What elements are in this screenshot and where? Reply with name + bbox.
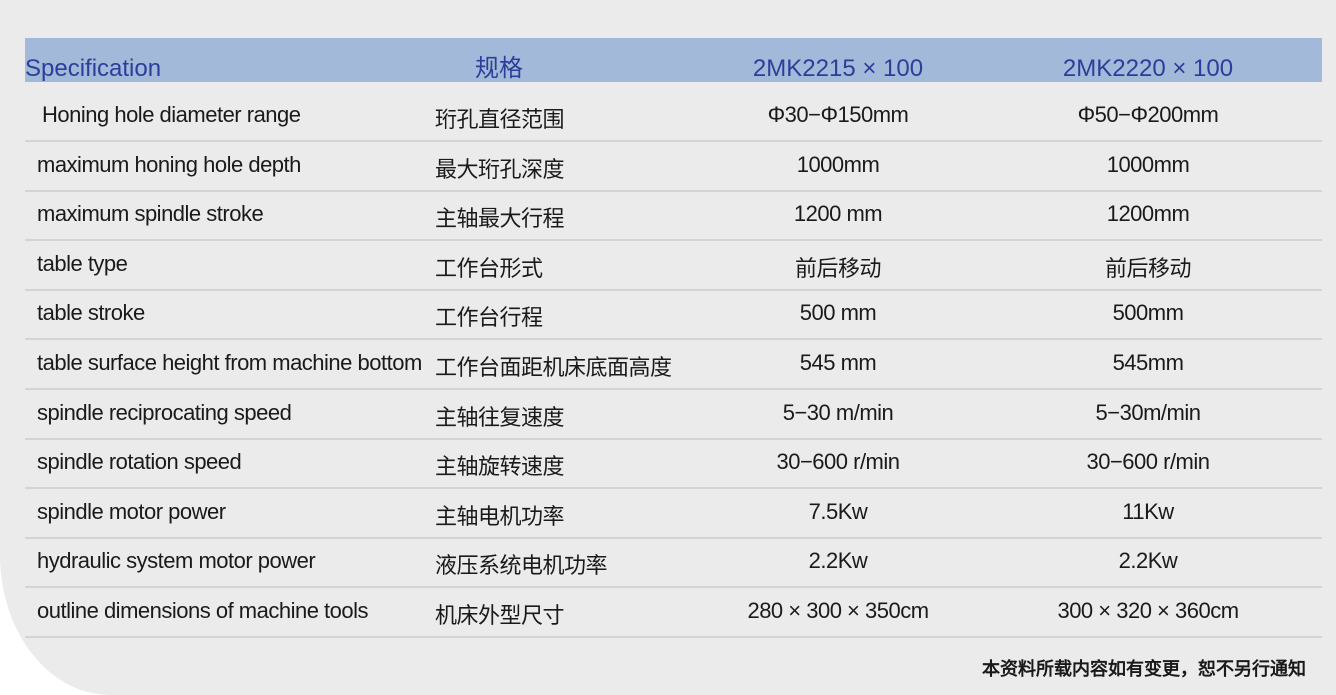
- spec-name-en: Honing hole diameter range: [42, 102, 301, 127]
- spec-name-cn: 液压系统电机功率: [435, 553, 608, 579]
- header-specification-cn: 规格: [475, 55, 523, 82]
- value-model-2: 前后移动: [1104, 255, 1192, 281]
- value-model-2: Φ50−Φ200mm: [1077, 102, 1219, 127]
- spec-name-en: hydraulic system motor power: [37, 548, 316, 574]
- value-model-1: 30−600 r/min: [776, 449, 900, 475]
- spec-name-en: maximum spindle stroke: [37, 201, 264, 227]
- spec-name-en: table type: [37, 250, 128, 276]
- table-row: table type 工作台形式 前后移动 前后移动: [25, 239, 1322, 291]
- value-model-1: 545 mm: [799, 350, 877, 375]
- value-model-1: 2.2Kw: [808, 548, 868, 574]
- spec-name-cn: 工作台面距机床底面高度: [435, 355, 672, 380]
- table-row: spindle reciprocating speed 主轴往复速度 5−30 m/…: [25, 388, 1322, 440]
- value-model-1: 7.5Kw: [808, 498, 868, 524]
- spec-name-en: table surface height from machine bottom: [37, 350, 422, 375]
- spec-name-en: table stroke: [37, 300, 145, 326]
- value-model-2: 11Kw: [1122, 498, 1174, 524]
- value-model-2: 300 × 320 × 360cm: [1057, 598, 1239, 623]
- spec-name-cn: 主轴旋转速度: [435, 454, 565, 480]
- table-row: maximum honing hole depth 最大珩孔深度 1000mm 100…: [25, 140, 1322, 192]
- value-model-1: 5−30 m/min: [782, 399, 894, 425]
- value-model-1: 500 mm: [799, 300, 877, 326]
- value-model-1: 前后移动: [794, 255, 882, 281]
- spec-name-en: spindle motor power: [37, 498, 226, 524]
- spec-name-en: outline dimensions of machine tools: [37, 598, 369, 623]
- value-model-2: 545mm: [1112, 350, 1184, 375]
- spec-name-en: spindle reciprocating speed: [37, 399, 292, 425]
- header-model-1: 2MK2215 × 100: [752, 55, 924, 82]
- table-row: hydraulic system motor power 液压系统电机功率 2.2K…: [25, 536, 1322, 589]
- table-header: Specification 规格 2MK2215 × 100 2MK2220 ×…: [25, 38, 1322, 82]
- spec-name-cn: 珩孔直径范围: [435, 107, 565, 132]
- spec-name-cn: 主轴往复速度: [435, 404, 565, 430]
- spec-name-cn: 主轴电机功率: [435, 503, 565, 529]
- spec-name-cn: 机床外型尺寸: [435, 603, 565, 628]
- table-row: maximum spindle stroke 主轴最大行程 1200 mm 1200m…: [25, 189, 1322, 242]
- table-row: spindle rotation speed 主轴旋转速度 30−600 r/min…: [25, 437, 1322, 490]
- header-specification: Specification: [25, 55, 162, 82]
- value-model-1: 280 × 300 × 350cm: [747, 598, 929, 623]
- disclaimer-note: 本资料所载内容如有变更，恕不另行通知: [982, 659, 1306, 679]
- table-row: table surface height from machine bottom…: [25, 338, 1322, 390]
- header-model-2: 2MK2220 × 100: [1062, 55, 1234, 82]
- value-model-2: 500mm: [1112, 300, 1184, 326]
- value-model-2: 2.2Kw: [1118, 548, 1178, 574]
- value-model-1: 1200 mm: [793, 201, 883, 227]
- table-row: Honing hole diameter range 珩孔直径范围 Φ30−Φ150…: [25, 90, 1322, 142]
- value-model-2: 1000mm: [1106, 151, 1190, 177]
- spec-name-cn: 最大珩孔深度: [435, 156, 565, 182]
- spec-name-en: maximum honing hole depth: [37, 151, 301, 177]
- table-row: table stroke 工作台行程 500 mm 500mm: [25, 288, 1322, 341]
- value-model-2: 30−600 r/min: [1086, 449, 1210, 475]
- value-model-1: Φ30−Φ150mm: [767, 102, 909, 127]
- spec-name-en: spindle rotation speed: [37, 449, 242, 475]
- table-row: outline dimensions of machine tools 机床外型尺…: [25, 586, 1322, 638]
- spec-name-cn: 工作台形式: [435, 255, 543, 281]
- value-model-2: 5−30m/min: [1095, 399, 1201, 425]
- table-row: spindle motor power 主轴电机功率 7.5Kw 11Kw: [25, 487, 1322, 539]
- value-model-1: 1000mm: [796, 151, 880, 177]
- spec-name-cn: 主轴最大行程: [435, 206, 565, 232]
- spec-name-cn: 工作台行程: [435, 305, 543, 331]
- value-model-2: 1200mm: [1106, 201, 1190, 227]
